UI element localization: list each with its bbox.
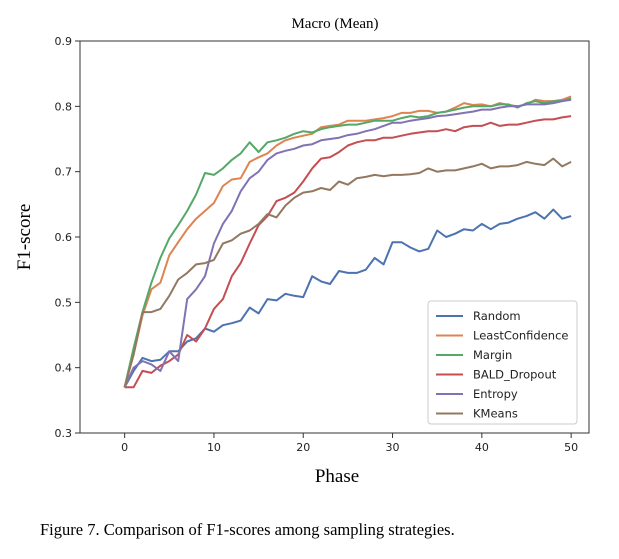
legend: Random LeastConfidence Margin BALD_Dropout E… [427,300,578,425]
legend-label-leastconfidence: LeastConfidence [473,329,569,343]
x-tick-label: 10 [207,441,221,454]
series-line-random [123,208,572,388]
series-line-bald-dropout [124,115,572,389]
x-axis-ticks: 0 10 20 30 40 50 [121,433,578,454]
figure-caption: Figure 7. Comparison of F1-scores among … [40,520,455,539]
x-tick-label: 30 [386,441,400,454]
x-tick-label: 50 [564,441,578,454]
y-axis-label: F1-score [14,204,35,270]
series-lines [123,95,572,389]
x-tick-label: 20 [296,441,310,454]
legend-box [427,300,578,425]
legend-label-entropy: Entropy [473,387,518,401]
series-line-margin [123,97,572,388]
line-chart: Macro (Mean) 0 10 20 30 40 50 0.3 0.4 0.5 0.6 0.7… [14,16,590,487]
y-tick-label: 0.4 [55,362,73,375]
x-axis-label: Phase [315,466,359,487]
x-tick-label: 0 [121,441,128,454]
series-line-kmeans [123,157,572,388]
legend-label-random: Random [473,309,521,323]
y-tick-label: 0.6 [55,231,73,244]
legend-label-bald-dropout: BALD_Dropout [473,368,557,382]
x-tick-label: 40 [475,441,489,454]
legend-label-kmeans: KMeans [473,407,518,421]
y-axis-ticks: 0.3 0.4 0.5 0.6 0.7 0.8 0.9 [55,35,80,440]
legend-label-margin: Margin [473,348,512,362]
y-tick-label: 0.3 [55,427,73,440]
chart-title: Macro (Mean) [291,16,378,32]
series-line-entropy [123,98,572,388]
y-tick-label: 0.7 [55,166,73,179]
y-tick-label: 0.5 [55,296,73,309]
y-tick-label: 0.8 [55,100,73,113]
y-tick-label: 0.9 [55,35,73,48]
